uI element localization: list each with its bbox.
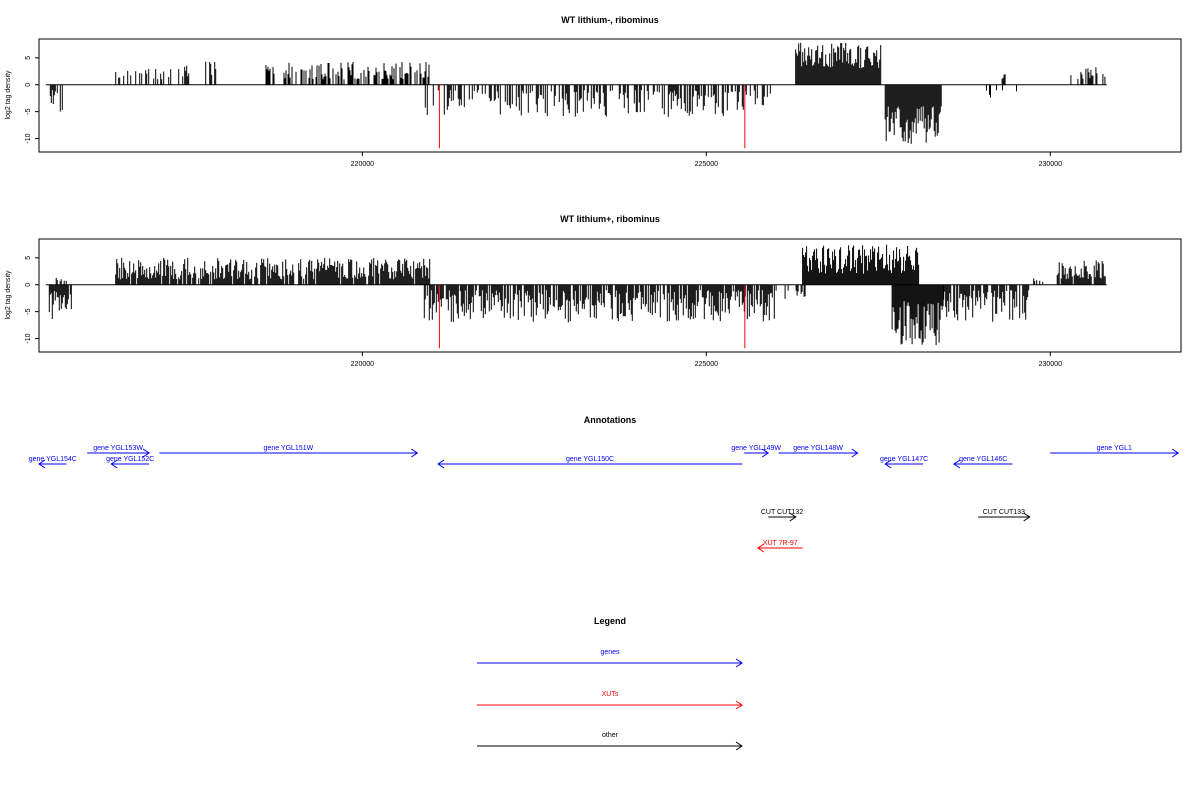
x-tick-label: 230000 xyxy=(1039,161,1062,168)
feature-label: CUT CUT132 xyxy=(761,509,803,516)
feature-arrowhead xyxy=(884,459,892,469)
x-tick-label: 220000 xyxy=(351,161,374,168)
feature-label: gene YGL153W xyxy=(93,445,143,452)
y-axis: -10 -5 0 5 xyxy=(25,56,39,144)
feature-arrowhead xyxy=(411,448,419,458)
x-tick-label: 220000 xyxy=(351,361,374,368)
panel-title: WT lithium-, ribominus xyxy=(561,15,659,25)
feature-arrowhead xyxy=(142,448,150,458)
feature-label: CUT CUT133 xyxy=(983,509,1025,516)
y-tick-label: 0 xyxy=(25,83,32,87)
x-axis: 220000 225000 230000 xyxy=(351,152,1062,168)
y-axis-label: log2 tag density xyxy=(5,270,12,320)
panel-title: WT lithium+, ribominus xyxy=(560,214,660,224)
feature-arrowhead xyxy=(110,459,118,469)
feature-label: gene YGL146C xyxy=(959,456,1007,463)
feature-arrowhead xyxy=(761,448,770,458)
feature-arrowhead xyxy=(437,459,445,469)
feature-label: XUT 7R-97 xyxy=(763,540,798,547)
density-bars xyxy=(49,42,1106,149)
track-panel-lithium-plus: WT lithium+, ribominus log2 tag density … xyxy=(5,214,1182,368)
legend-arrowhead xyxy=(735,741,743,751)
feature-label: gene YGL148W xyxy=(793,445,843,452)
feature-label: gene YGL152C xyxy=(106,456,154,463)
x-axis: 220000 225000 230000 xyxy=(351,352,1062,368)
feature-arrowhead xyxy=(757,543,765,553)
x-tick-label: 230000 xyxy=(1039,361,1062,368)
x-tick-label: 225000 xyxy=(695,161,718,168)
feature-arrowhead xyxy=(1023,512,1031,522)
legend-label: other xyxy=(602,732,619,739)
legend-label: XUTs xyxy=(602,691,619,698)
y-tick-label: 5 xyxy=(25,256,32,260)
legend-arrowhead xyxy=(735,658,743,668)
y-tick-label: 5 xyxy=(25,56,32,60)
y-axis: -10 -5 0 5 xyxy=(25,256,39,344)
legend-arrowhead xyxy=(735,700,743,710)
legend-title: Legend xyxy=(594,616,626,626)
y-tick-label: -5 xyxy=(25,308,32,314)
feature-label: gene YGL150C xyxy=(566,456,614,463)
plot-frame xyxy=(38,238,1182,353)
x-tick-label: 225000 xyxy=(695,361,718,368)
y-tick-label: 0 xyxy=(25,283,32,287)
feature-label: gene YGL1 xyxy=(1097,445,1132,452)
feature-arrowhead xyxy=(851,448,859,458)
legend-items: genes XUTs other xyxy=(477,649,743,751)
annotation-features: gene YGL154C gene YGL153W gene YGL152C gene… xyxy=(29,445,1180,553)
feature-label: gene YGL149W xyxy=(731,445,781,452)
plot-frame xyxy=(38,38,1182,153)
feature-arrowhead xyxy=(1171,448,1180,458)
feature-label: gene YGL151W xyxy=(264,445,314,452)
feature-label: gene YGL147C xyxy=(880,456,928,463)
feature-arrowhead xyxy=(789,512,797,522)
y-tick-label: -5 xyxy=(25,108,32,114)
y-tick-label: -10 xyxy=(25,133,32,143)
density-bars xyxy=(48,244,1106,349)
legend: Legend genes XUTs other xyxy=(477,616,743,751)
annotations-title: Annotations xyxy=(584,415,637,425)
y-tick-label: -10 xyxy=(25,333,32,343)
feature-label: gene YGL154C xyxy=(29,456,77,463)
feature-arrowhead xyxy=(953,459,961,469)
y-axis-label: log2 tag density xyxy=(5,70,12,120)
legend-label: genes xyxy=(600,649,620,656)
feature-arrowhead xyxy=(38,459,46,469)
track-panel-lithium-minus: WT lithium-, ribominus log2 tag density … xyxy=(5,15,1182,168)
